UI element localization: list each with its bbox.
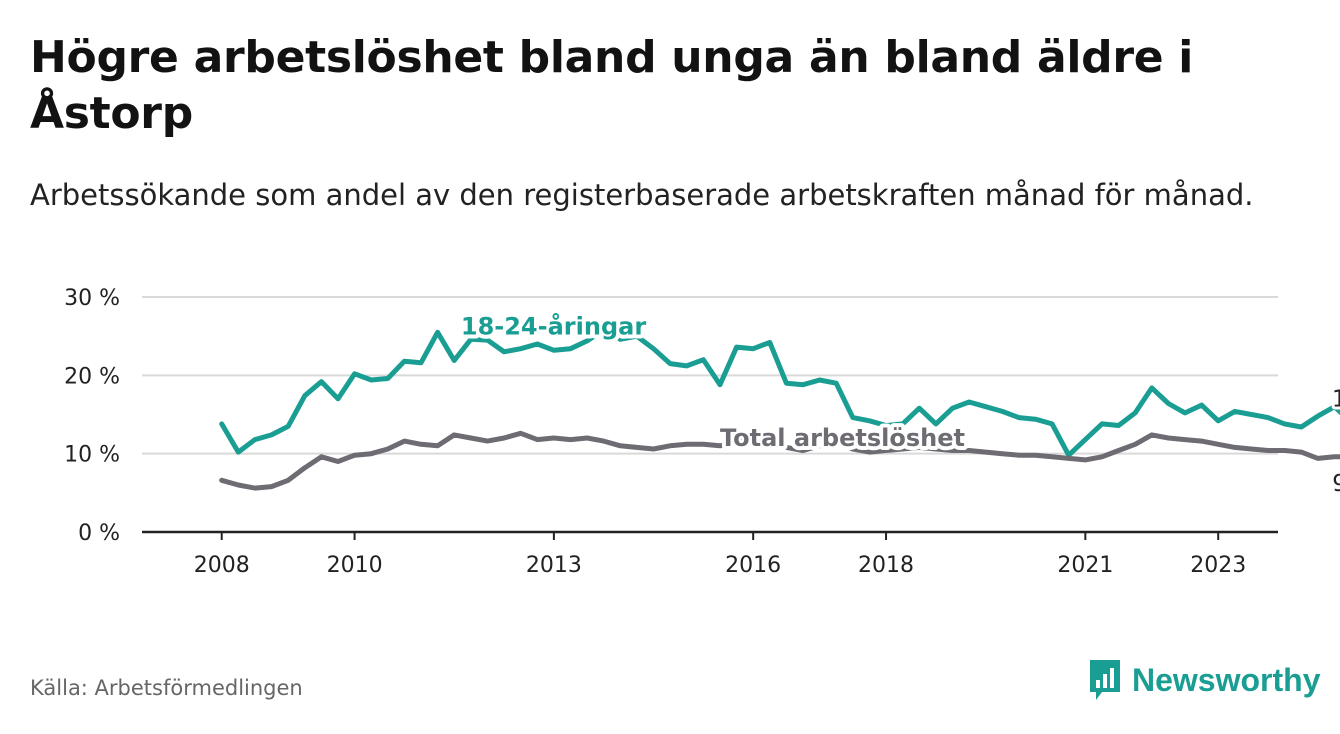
x-tick-label: 2008 (194, 553, 250, 578)
chart-title: Högre arbetslöshet bland unga än bland ä… (30, 32, 1194, 139)
line-chart: 18-24-åringar Total arbetslöshet 14 % 9,6 %… (64, 286, 1340, 578)
x-tick-label: 2010 (327, 553, 383, 578)
series-label-youth: 18-24-åringar (461, 312, 646, 341)
x-tick-label: 2016 (725, 553, 781, 578)
brand-logo[interactable]: Newsworthy (1088, 658, 1320, 702)
x-tick-label: 2018 (858, 553, 914, 578)
end-label-youth: 14 % (1332, 386, 1340, 412)
y-tick-label: 20 % (64, 364, 120, 389)
brand-name: Newsworthy (1132, 661, 1321, 698)
y-tick-label: 10 % (64, 443, 120, 468)
y-tick-label: 0 % (78, 521, 120, 546)
x-tick-label: 2013 (526, 553, 582, 578)
source-note: Källa: Arbetsförmedlingen (30, 676, 303, 700)
bar-chart-logo-icon (1090, 660, 1120, 700)
y-tick-label: 30 % (64, 286, 120, 311)
chart-subtitle: Arbetssökande som andel av den registerb… (30, 178, 1254, 212)
series-line-youth (219, 327, 1340, 458)
series-line-total (219, 430, 1340, 491)
x-tick-label: 2021 (1057, 553, 1113, 578)
series-label-total: Total arbetslöshet (720, 424, 965, 452)
x-tick-label: 2023 (1190, 553, 1246, 578)
end-label-total: 9,6 % (1332, 471, 1340, 497)
